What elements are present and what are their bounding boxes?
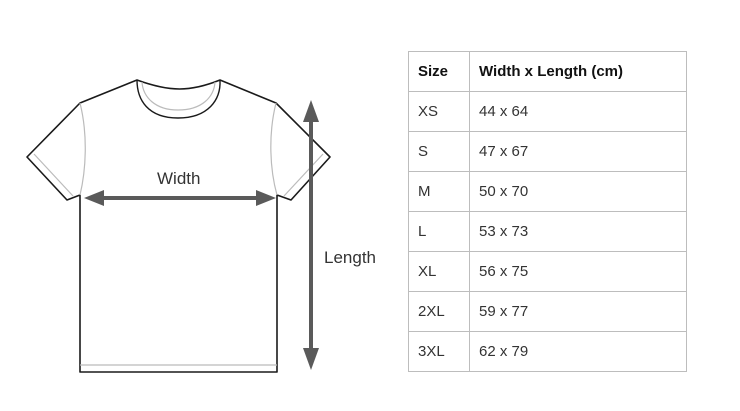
tshirt-collar: [136, 79, 221, 119]
tshirt-outline: [26, 79, 331, 373]
dimensions-cell: 47 x 67: [469, 131, 687, 172]
dimensions-cell: 56 x 75: [469, 251, 687, 292]
tshirt-sleeve-seam-right: [270, 102, 278, 196]
dimensions-cell: 44 x 64: [469, 91, 687, 132]
table-header-row: Size Width x Length (cm): [408, 51, 687, 92]
tshirt-sleeve-seam-left: [79, 102, 86, 196]
tshirt-sleeve-hem-right: [283, 153, 324, 197]
size-cell: M: [408, 171, 470, 212]
table-row: XS 44 x 64: [408, 91, 687, 132]
table-row: S 47 x 67: [408, 131, 687, 172]
size-chart-table: Size Width x Length (cm) XS 44 x 64 S 47…: [408, 51, 687, 372]
dimensions-cell: 50 x 70: [469, 171, 687, 212]
table-row: XL 56 x 75: [408, 251, 687, 292]
length-label: Length: [324, 248, 376, 267]
dimensions-cell: 53 x 73: [469, 211, 687, 252]
dimensions-cell: 59 x 77: [469, 291, 687, 332]
size-cell: 3XL: [408, 331, 470, 372]
tshirt-collar-inner: [141, 81, 216, 111]
table-row: L 53 x 73: [408, 211, 687, 252]
tshirt-diagram: [26, 79, 331, 373]
size-column-header: Size: [408, 51, 470, 92]
table-row: 2XL 59 x 77: [408, 291, 687, 332]
table-row: M 50 x 70: [408, 171, 687, 212]
width-arrow: [84, 190, 276, 206]
size-cell: XS: [408, 91, 470, 132]
dimensions-column-header: Width x Length (cm): [469, 51, 687, 92]
tshirt-sleeve-hem-left: [33, 153, 74, 197]
size-cell: L: [408, 211, 470, 252]
length-arrow: [303, 100, 319, 370]
dimensions-cell: 62 x 79: [469, 331, 687, 372]
table-row: 3XL 62 x 79: [408, 331, 687, 372]
size-cell: S: [408, 131, 470, 172]
width-label: Width: [157, 169, 201, 188]
size-cell: XL: [408, 251, 470, 292]
size-cell: 2XL: [408, 291, 470, 332]
